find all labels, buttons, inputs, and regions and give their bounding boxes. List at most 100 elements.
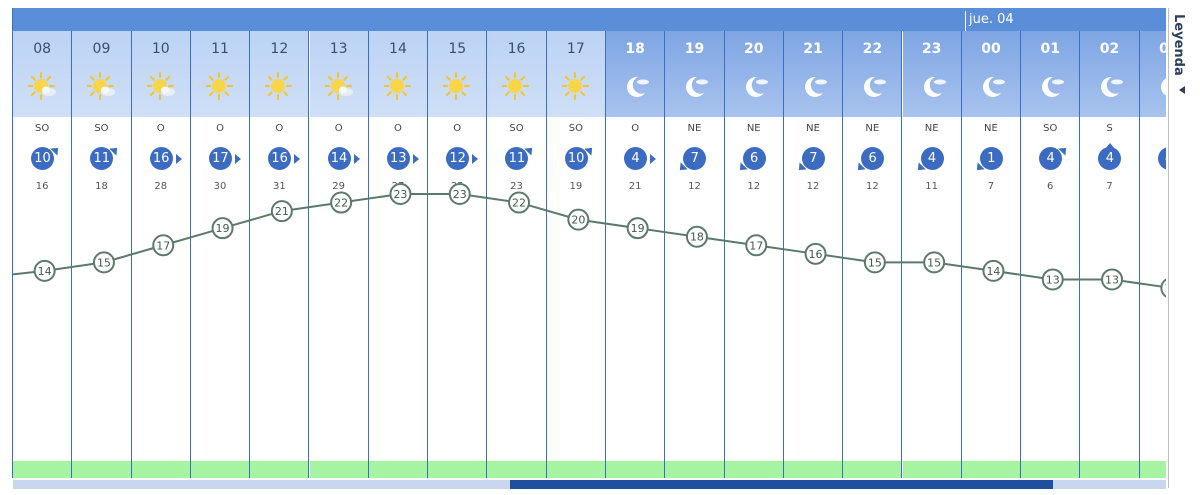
wind-direction: NE (746, 123, 761, 134)
temperature-label: 23 (453, 188, 467, 201)
sun-cloud-icon (323, 71, 355, 101)
wind-arrow-icon (650, 154, 656, 164)
hour-column: 16 SO 11 23 (487, 31, 547, 478)
hour-label: 00 (981, 41, 1001, 57)
moon-cloud-icon (1095, 71, 1125, 101)
temperature-label: 15 (927, 256, 941, 269)
moon-cloud-icon (1036, 71, 1066, 101)
wind-direction: SO (94, 123, 109, 134)
temperature-point: 16 (804, 242, 827, 265)
hour-label: 09 (92, 41, 111, 57)
temperature-point: 15 (923, 251, 946, 274)
horizontal-scrollbar[interactable] (13, 480, 1166, 489)
precipitation-band (1139, 461, 1166, 478)
hour-label: 17 (566, 41, 585, 57)
hour-header (606, 31, 665, 117)
wind-speed-badge: 17 (208, 147, 232, 170)
precipitation-band (309, 461, 368, 478)
temperature-point: 21 (270, 200, 293, 223)
temperature-point: 23 (448, 183, 471, 205)
temperature-label: 14 (38, 265, 52, 278)
hour-header (250, 31, 309, 117)
wind-direction: O (453, 123, 462, 134)
hour-label: 02 (1099, 41, 1120, 57)
legend-toggle[interactable]: Leyenda (1168, 8, 1196, 488)
sun-cloud-icon (27, 71, 58, 101)
hour-header (783, 31, 843, 117)
sun-icon (382, 71, 414, 101)
moon-cloud-icon (680, 71, 710, 101)
wind-direction: O (394, 123, 402, 134)
sun-icon (501, 71, 532, 101)
temperature-point: 14 (982, 259, 1005, 282)
temperature-point: 20 (567, 208, 590, 231)
wind-arrow-icon (353, 154, 360, 164)
sun-cloud-icon (145, 71, 177, 101)
temperature-label: 16 (809, 248, 823, 261)
hour-column: 23 NE 4 11 (902, 31, 962, 478)
precipitation-band (665, 461, 724, 478)
precipitation-band (428, 461, 487, 478)
precipitation-band (606, 461, 665, 478)
wind-gust: 30 (213, 181, 227, 192)
hour-column: 13 O 14 29 (309, 31, 369, 478)
wind-speed-badge: 16 (149, 147, 173, 170)
day-label: jue. 04 (965, 11, 1014, 31)
temperature-label: 22 (334, 197, 348, 210)
temperature-point: 17 (152, 234, 175, 257)
temperature-label: 13 (1046, 273, 1060, 286)
sun-icon (264, 71, 295, 101)
wind-speed-badge: 7 (801, 147, 825, 170)
hour-header (72, 31, 131, 117)
moon-cloud-icon (858, 71, 888, 101)
hour-column: 19 NE 7 12 (665, 31, 725, 478)
wind-gust: 21 (628, 181, 642, 192)
wind-speed-badge: 6 (742, 147, 766, 170)
hour-header (961, 31, 1021, 117)
wind-direction: O (216, 123, 224, 134)
hour-label: 20 (744, 41, 764, 57)
wind-arrow-icon (294, 154, 301, 164)
temperature-point: 15 (92, 251, 115, 274)
hour-label: 18 (625, 41, 645, 57)
temperature-label: 20 (571, 214, 585, 227)
hour-header (368, 31, 428, 117)
hour-label: 22 (862, 41, 883, 57)
hour-column: 09 SO 11 18 (72, 31, 132, 478)
moon-cloud-icon (799, 71, 829, 101)
day-header-bar: jue. 04 (13, 8, 1166, 31)
temperature-label: 12 (1164, 282, 1166, 295)
wind-gust: 18 (95, 181, 108, 192)
precipitation-band (13, 461, 72, 478)
precipitation-band (902, 461, 961, 478)
wind-gust: 31 (272, 181, 286, 192)
hour-column: 00 NE 1 7 (961, 31, 1022, 478)
wind-direction: O (631, 123, 640, 134)
temperature-label: 17 (156, 239, 170, 252)
hour-label: 13 (329, 41, 348, 57)
moon-icon (621, 71, 651, 101)
chart-left-border (12, 8, 13, 478)
hour-header (1021, 31, 1080, 117)
moon-cloud-icon (740, 71, 770, 101)
temperature-point: 13 (1101, 268, 1124, 291)
sun-cloud-icon (86, 71, 117, 101)
wind-speed-badge: 1 (979, 147, 1003, 170)
temperature-label: 13 (1105, 273, 1119, 286)
temperature-point: 18 (685, 225, 708, 248)
scrollbar-thumb[interactable] (510, 480, 1053, 489)
wind-direction: S (1140, 123, 1167, 134)
hour-header (1080, 31, 1139, 117)
hour-header (309, 31, 368, 117)
wind-direction: NE (924, 123, 939, 134)
wind-direction: NE (806, 123, 820, 134)
sun-icon (442, 71, 473, 101)
precipitation-band (783, 461, 843, 478)
hour-header (1139, 31, 1166, 117)
hour-header (665, 31, 724, 117)
temperature-label: 23 (393, 188, 407, 201)
temperature-point: 22 (508, 191, 531, 214)
hour-column: 15O1225 (428, 31, 488, 478)
temperature-point: 13 (1041, 268, 1064, 291)
